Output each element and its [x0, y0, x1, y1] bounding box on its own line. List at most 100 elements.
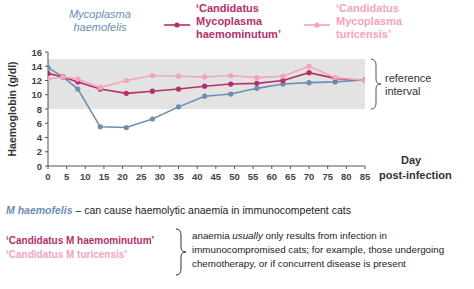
- series-point: [362, 78, 365, 83]
- legend-label-line: haemominutum’: [196, 28, 281, 40]
- series-point: [150, 73, 155, 78]
- series-point: [228, 73, 233, 78]
- x-tick-label: 85: [360, 171, 371, 182]
- note-text: anaemia: [192, 230, 232, 241]
- x-tick-label: 10: [80, 171, 91, 182]
- series-point: [362, 78, 365, 83]
- y-tick-label: 0: [37, 161, 42, 172]
- x-tick: [141, 166, 142, 169]
- legend-entry: ‘CandidatusMycoplasmahaemominutum’: [164, 2, 281, 40]
- series-point: [202, 84, 207, 89]
- series-line: [48, 66, 365, 87]
- y-tick: [45, 151, 48, 152]
- series-point: [124, 125, 129, 130]
- series-line: [48, 73, 365, 94]
- x-axis-label: Day post-infection: [379, 154, 452, 181]
- note-text: chemotherapy, or if concurrent disease i…: [192, 258, 406, 269]
- legend-label-line: ‘Candidatus: [336, 2, 399, 14]
- reference-label-line: interval: [385, 85, 420, 97]
- x-tick: [159, 166, 160, 169]
- series-point: [124, 78, 129, 83]
- series-point: [306, 80, 311, 85]
- y-tick-label: 14: [31, 61, 42, 72]
- x-tick-label: 80: [341, 171, 352, 182]
- legend-label: ‘CandidatusMycoplasmaturicensis’: [336, 2, 403, 40]
- note: M haemofelis – can cause haemolytic anae…: [6, 204, 351, 216]
- x-tick: [365, 166, 366, 169]
- y-tick: [45, 66, 48, 67]
- reference-band: [48, 59, 365, 109]
- series-point: [228, 81, 233, 86]
- legend-label-line: haemofelis: [73, 21, 127, 33]
- reference-label: referenceinterval: [385, 72, 431, 97]
- series-point: [98, 124, 103, 129]
- x-tick: [122, 166, 123, 169]
- x-tick: [309, 166, 310, 169]
- series-point: [280, 74, 285, 79]
- y-tick-label: 12: [31, 75, 42, 86]
- x-tick: [253, 166, 254, 169]
- reference-brace: [371, 59, 381, 109]
- y-tick-label: 10: [31, 89, 42, 100]
- x-tick-label: 45: [211, 171, 222, 182]
- series-point: [60, 74, 65, 79]
- legend-swatch-marker: [314, 22, 319, 27]
- series-line: [48, 68, 365, 128]
- x-tick: [215, 166, 216, 169]
- y-axis-label: Haemoglobin (g/dl): [6, 61, 18, 156]
- series-point: [306, 64, 311, 69]
- note-text-line: anaemia usually only results from infect…: [192, 230, 387, 241]
- x-tick-label: 70: [304, 171, 315, 182]
- x-tick-label: 35: [173, 171, 184, 182]
- series-point: [98, 85, 103, 90]
- series-point: [306, 70, 311, 75]
- x-tick-label: 75: [322, 171, 333, 182]
- series-point: [254, 81, 259, 86]
- note-brace: [176, 229, 186, 275]
- note-text: usually: [232, 230, 264, 241]
- y-tick-label: 4: [37, 132, 43, 143]
- series-point: [176, 74, 181, 79]
- series-point: [202, 94, 207, 99]
- series-point: [75, 76, 80, 81]
- x-axis: [48, 166, 365, 167]
- x-tick: [85, 166, 86, 169]
- x-tick-label: 5: [64, 171, 70, 182]
- legend-label: ‘CandidatusMycoplasmahaemominutum’: [196, 2, 281, 40]
- series-point: [333, 76, 338, 81]
- legend-entry: ‘CandidatusMycoplasmaturicensis’: [304, 2, 403, 40]
- x-tick: [234, 166, 235, 169]
- x-axis-label-line: post-infection: [379, 169, 452, 181]
- note-label: M haemofelis: [6, 204, 73, 216]
- legend-label-line: ‘Candidatus: [196, 2, 259, 14]
- x-tick-label: 20: [117, 171, 128, 182]
- y-tick: [45, 94, 48, 95]
- x-axis-label-line: Day: [401, 154, 422, 166]
- note-label: ‘Candidatus M turicensis’: [6, 249, 127, 260]
- series-point: [176, 104, 181, 109]
- legend-label-line: turicensis’: [336, 28, 391, 40]
- x-tick-label: 15: [99, 171, 110, 182]
- series-point: [48, 76, 51, 81]
- x-tick-label: 40: [192, 171, 203, 182]
- x-tick: [290, 166, 291, 169]
- x-tick: [327, 166, 328, 169]
- series-point: [333, 75, 338, 80]
- series-point: [254, 75, 259, 80]
- series-point: [254, 86, 259, 91]
- series-point: [150, 116, 155, 121]
- x-tick-label: 30: [155, 171, 166, 182]
- legend-label-line: Mycoplasma: [336, 15, 403, 27]
- y-tick-label: 8: [37, 104, 42, 115]
- note-text-line: immunocompromised cats; for example, tho…: [192, 244, 444, 255]
- x-tick-label: 50: [229, 171, 240, 182]
- x-tick-label: 55: [248, 171, 259, 182]
- y-tick-label: 16: [31, 47, 42, 58]
- x-tick: [197, 166, 198, 169]
- x-tick: [103, 166, 104, 169]
- series-point: [228, 91, 233, 96]
- note-text: – can cause haemolytic anaemia in immuno…: [73, 204, 351, 216]
- series-point: [75, 86, 80, 91]
- y-tick: [45, 52, 48, 53]
- legend-label-line: Mycoplasma: [69, 8, 131, 20]
